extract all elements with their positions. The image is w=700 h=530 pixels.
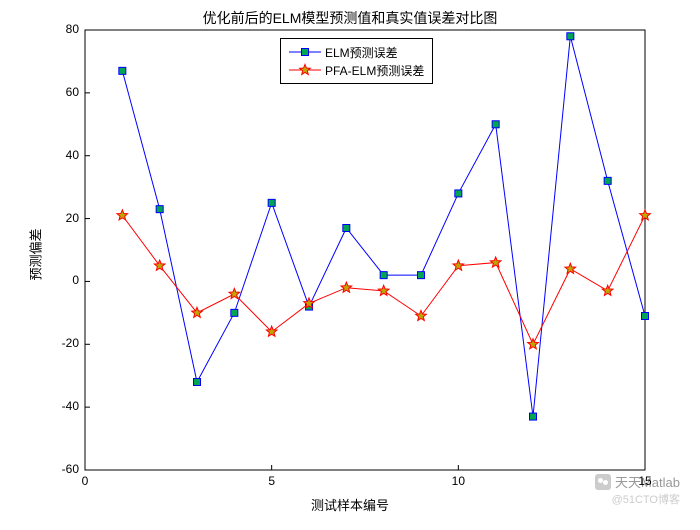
legend: ELM预测误差PFA-ELM预测误差 — [280, 38, 433, 84]
x-tick-label: 5 — [257, 474, 287, 488]
legend-row: ELM预测误差 — [289, 43, 424, 61]
chart-title: 优化前后的ELM模型预测值和真实值误差对比图 — [0, 8, 700, 28]
chart-container: 优化前后的ELM模型预测值和真实值误差对比图 预测偏差 测试样本编号 ELM预测… — [0, 0, 700, 525]
y-tick-label: -60 — [62, 462, 79, 476]
legend-label: PFA-ELM预测误差 — [325, 62, 424, 79]
legend-swatch — [289, 63, 321, 77]
legend-swatch — [289, 45, 321, 59]
y-tick-label: -40 — [62, 399, 79, 413]
y-tick-label: 60 — [66, 85, 79, 99]
x-tick-label: 0 — [70, 474, 100, 488]
y-tick-label: 40 — [66, 148, 79, 162]
legend-row: PFA-ELM预测误差 — [289, 61, 424, 79]
legend-label: ELM预测误差 — [325, 44, 398, 61]
y-tick-label: 80 — [66, 22, 79, 36]
watermark-line2: @51CTO博客 — [595, 491, 680, 507]
x-tick-label: 15 — [630, 474, 660, 488]
y-tick-label: 20 — [66, 211, 79, 225]
x-tick-label: 10 — [443, 474, 473, 488]
wechat-icon — [595, 474, 611, 490]
y-axis-label: 预测偏差 — [26, 215, 45, 295]
y-tick-label: -20 — [62, 336, 79, 350]
y-tick-label: 0 — [72, 273, 79, 287]
